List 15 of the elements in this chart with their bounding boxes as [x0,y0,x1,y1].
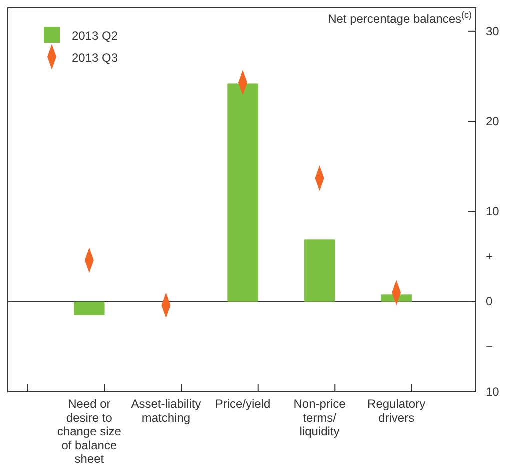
x-tick-label: Need or desire to change size of balance sheet [57,397,122,466]
y-tick-label: − [486,340,494,354]
x-tick-label: Regulatory drivers [368,397,426,425]
x-tick-label: Price/yield [215,397,271,411]
y-tick-label: 30 [486,24,500,38]
x-tick-label: Non-price terms/ liquidity [294,397,346,439]
x-tick-label: Asset-liability matching [131,397,202,425]
y-tick-label: + [486,250,494,264]
legend-label: 2013 Q2 [72,29,118,43]
y-tick-label: 10 [486,384,500,399]
y-tick-label: 0 [486,294,493,309]
y-tick-label: 10 [486,204,500,219]
y-tick-label: 20 [486,114,500,128]
legend-label: 2013 Q3 [72,51,118,65]
y-axis-title: Net percentage balances$^{(c)}$ [328,10,472,26]
